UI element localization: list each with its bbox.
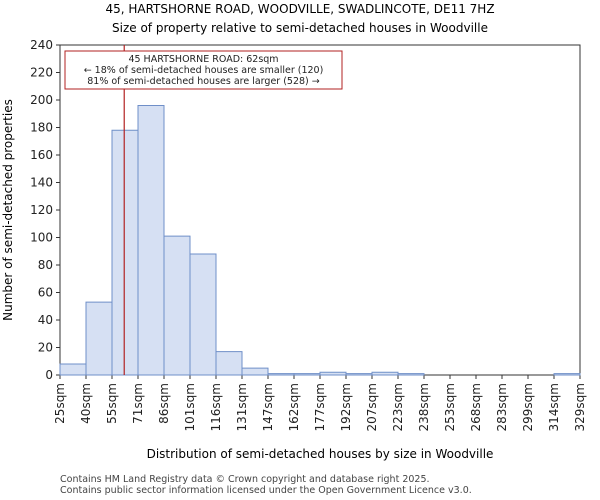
x-tick-label: 101sqm	[183, 383, 197, 431]
histogram-bar	[137, 105, 165, 376]
x-tick-label: 314sqm	[547, 383, 561, 431]
histogram-bar	[189, 253, 217, 376]
x-tick-label: 71sqm	[131, 383, 145, 424]
annotation-line: 81% of semi-detached houses are larger (…	[87, 76, 320, 87]
footer-copyright: Contains HM Land Registry data © Crown c…	[60, 474, 430, 485]
histogram-bar	[397, 373, 425, 376]
x-tick-label: 55sqm	[105, 383, 119, 424]
x-tick-label: 268sqm	[469, 383, 483, 431]
x-tick-label: 25sqm	[53, 383, 67, 424]
x-tick-label: 40sqm	[79, 383, 93, 424]
y-tick-label: 80	[38, 258, 53, 272]
histogram-bar	[345, 373, 373, 376]
x-tick-label: 223sqm	[391, 383, 405, 431]
chart-title: 45, HARTSHORNE ROAD, WOODVILLE, SWADLINC…	[105, 2, 494, 16]
x-tick-label: 238sqm	[417, 383, 431, 431]
x-tick-label: 147sqm	[261, 383, 275, 431]
histogram-bar	[241, 367, 269, 376]
histogram-bar	[215, 351, 243, 376]
x-tick-label: 162sqm	[287, 383, 301, 431]
y-tick-label: 60	[38, 286, 53, 300]
y-tick-label: 220	[30, 66, 53, 80]
y-tick-label: 180	[30, 121, 53, 135]
x-tick-label: 329sqm	[573, 383, 587, 431]
histogram-bar	[85, 301, 113, 376]
histogram-bar	[163, 235, 191, 376]
x-tick-label: 253sqm	[443, 383, 457, 431]
y-tick-label: 40	[38, 313, 53, 327]
x-tick-label: 283sqm	[495, 383, 509, 431]
histogram-bar	[267, 373, 295, 376]
histogram-bar	[319, 371, 347, 376]
histogram-bar	[293, 373, 321, 376]
x-tick-label: 86sqm	[157, 383, 171, 424]
x-tick-label: 207sqm	[365, 383, 379, 431]
x-tick-label: 299sqm	[521, 383, 535, 431]
annotation-box	[64, 50, 343, 90]
y-tick-label: 160	[30, 148, 53, 162]
y-tick-label: 120	[30, 203, 53, 217]
annotation-line: ← 18% of semi-detached houses are smalle…	[84, 65, 324, 76]
histogram-bar	[553, 373, 581, 376]
y-axis-label: Number of semi-detached properties	[1, 99, 15, 321]
histogram-chart: 45, HARTSHORNE ROAD, WOODVILLE, SWADLINC…	[1, 2, 587, 461]
x-tick-label: 116sqm	[209, 383, 223, 431]
y-tick-label: 240	[30, 38, 53, 52]
x-tick-label: 192sqm	[339, 383, 353, 431]
y-tick-label: 100	[30, 231, 53, 245]
histogram-bar	[111, 129, 139, 376]
annotation-line: 45 HARTSHORNE ROAD: 62sqm	[128, 54, 278, 65]
x-tick-label: 131sqm	[235, 383, 249, 431]
y-tick-label: 140	[30, 176, 53, 190]
histogram-bar	[59, 363, 87, 376]
chart-subtitle: Size of property relative to semi-detach…	[112, 21, 488, 35]
y-tick-label: 200	[30, 93, 53, 107]
footer-licence: Contains public sector information licen…	[60, 485, 472, 496]
x-axis-label: Distribution of semi-detached houses by …	[147, 447, 494, 461]
y-tick-label: 0	[45, 368, 53, 382]
histogram-bar	[371, 371, 399, 376]
x-tick-label: 177sqm	[313, 383, 327, 431]
y-tick-label: 20	[38, 341, 53, 355]
